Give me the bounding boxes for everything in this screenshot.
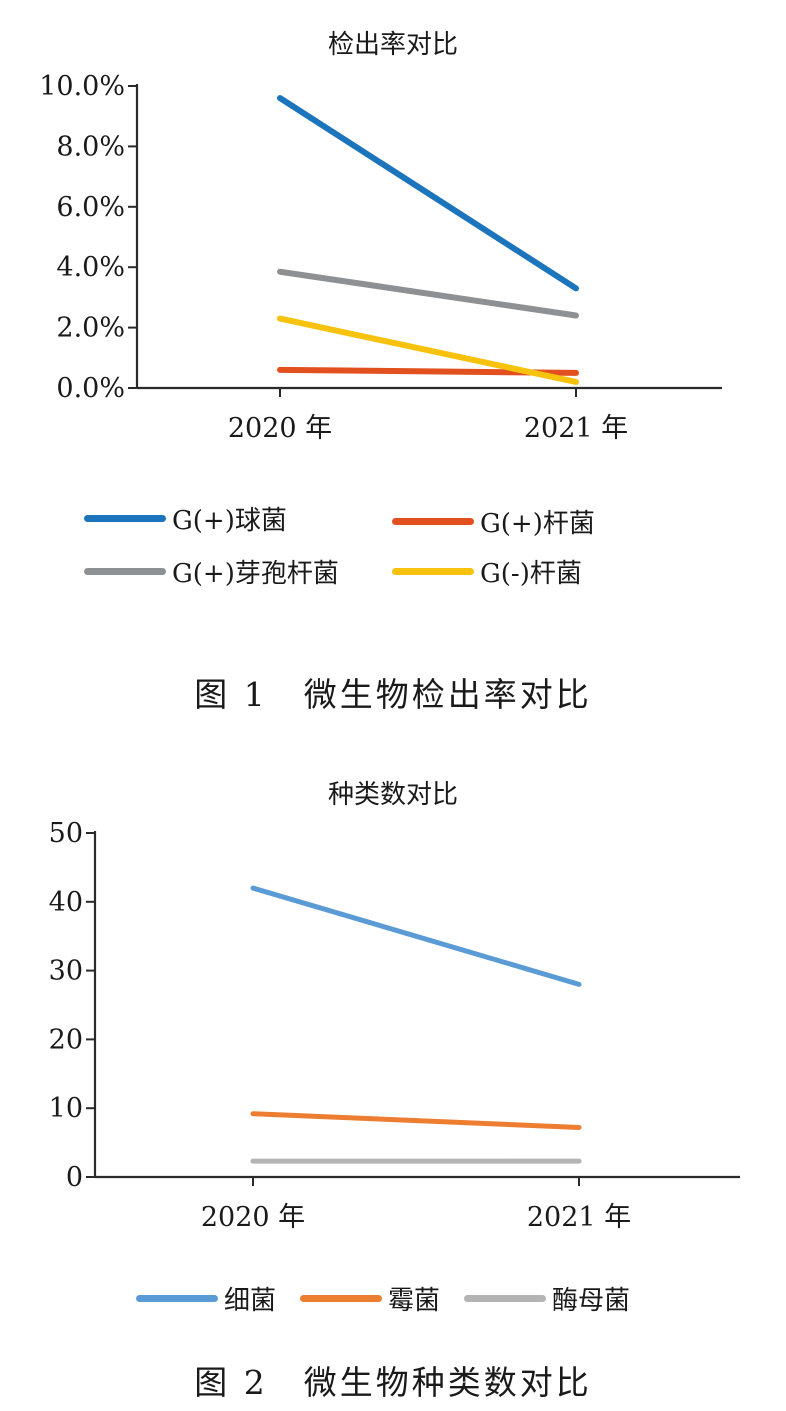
legend-swatch — [84, 515, 166, 522]
legend-item: G(+)芽孢杆菌 — [84, 553, 339, 590]
y-tick-label: 4.0% — [56, 252, 125, 283]
legend-swatch — [136, 1295, 218, 1302]
legend-label: 细菌 — [224, 1286, 277, 1316]
legend-label: G(+)球菌 — [172, 506, 287, 536]
y-tick-label: 40 — [49, 887, 83, 918]
line-chart-species-count: 0 10 20 30 40 50 2020 年 2021 年 — [49, 818, 740, 1233]
legend-label: 霉菌 — [388, 1286, 441, 1316]
legend-label: 酶母菌 — [552, 1286, 631, 1316]
x-tick-label: 2021 年 — [524, 413, 628, 444]
series-line — [250, 885, 582, 987]
y-tick-label: 8.0% — [56, 131, 125, 162]
legend-swatch — [464, 1295, 546, 1302]
figure-caption: 图 2 微生物种类数对比 — [194, 1363, 592, 1402]
legend-item: 酶母菌 — [464, 1280, 630, 1317]
y-tick-label: 2.0% — [56, 313, 125, 344]
figure-1: 检出率对比 0.0% 2.0% 4.0% 6.0% 8.0% 10.0% 2020 年 202… — [39, 30, 722, 714]
legend-item: 细菌 — [136, 1280, 276, 1317]
y-tick-label: 10 — [49, 1093, 83, 1124]
legend-label: G(-)杆菌 — [480, 559, 582, 589]
line-chart-detection-rate: 0.0% 2.0% 4.0% 6.0% 8.0% 10.0% 2020 年 2021 年 — [39, 71, 722, 444]
legend-label: G(+)杆菌 — [480, 509, 595, 539]
y-tick-label: 0.0% — [56, 373, 125, 404]
series-line — [277, 315, 579, 385]
chart-title: 检出率对比 — [327, 30, 458, 60]
legend-swatch — [84, 568, 166, 575]
legend-swatch — [392, 518, 474, 525]
series-line — [277, 268, 579, 319]
legend-item: G(+)球菌 — [84, 500, 287, 537]
y-tick-label: 50 — [49, 818, 83, 849]
x-tick-label: 2020 年 — [201, 1202, 305, 1233]
legend-item: 霉菌 — [300, 1280, 440, 1317]
figure-caption: 图 1 微生物检出率对比 — [194, 675, 592, 714]
y-tick-label: 30 — [49, 956, 83, 987]
legend-item: G(+)杆菌 — [392, 503, 595, 540]
series-line — [277, 95, 579, 292]
y-tick-label: 6.0% — [56, 192, 125, 223]
y-tick-label: 20 — [49, 1024, 83, 1055]
figure-2: 种类数对比 0 10 20 30 40 50 2020 年 2021 年 细菌 霉菌 酶母菌 … — [0, 760, 786, 1411]
y-tick-label: 10.0% — [39, 71, 125, 102]
legend-item: G(-)杆菌 — [392, 553, 582, 590]
x-tick-label: 2020 年 — [228, 413, 332, 444]
legend-label: G(+)芽孢杆菌 — [172, 559, 339, 589]
series-line — [250, 1111, 582, 1130]
legend-swatch — [392, 568, 474, 575]
x-tick-label: 2021 年 — [527, 1202, 631, 1233]
y-tick-label: 0 — [66, 1162, 83, 1193]
chart-title: 种类数对比 — [327, 780, 458, 810]
legend-swatch — [300, 1295, 382, 1302]
